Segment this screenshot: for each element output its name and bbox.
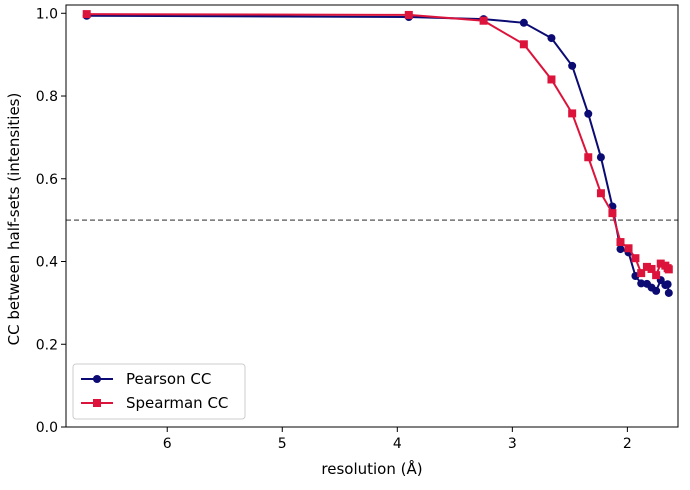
data-point bbox=[519, 40, 528, 49]
legend-item: Pearson CC bbox=[81, 370, 211, 388]
data-point bbox=[624, 244, 633, 253]
data-point bbox=[631, 254, 640, 263]
data-point bbox=[652, 286, 661, 295]
axes-layer: 6 5 4 3 2 0.0 0.2 0.4 0.6 0.8 1.0 bbox=[36, 4, 679, 452]
legend-label: Spearman CC bbox=[126, 394, 228, 412]
data-point bbox=[663, 280, 672, 289]
y-tick-label: 0.2 bbox=[36, 337, 58, 353]
legend: Pearson CC Spearman CC bbox=[72, 363, 246, 420]
series-spearman bbox=[82, 10, 673, 280]
legend-box bbox=[72, 363, 246, 420]
data-point bbox=[664, 288, 673, 297]
data-point bbox=[616, 245, 625, 254]
data-point bbox=[608, 209, 617, 218]
x-tick-label: 6 bbox=[163, 436, 172, 452]
x-tick-label: 4 bbox=[393, 436, 402, 452]
y-tick-label: 0.6 bbox=[36, 172, 58, 188]
legend-label: Pearson CC bbox=[126, 370, 211, 388]
data-point bbox=[584, 109, 593, 118]
data-point bbox=[642, 262, 651, 271]
data-point bbox=[596, 153, 605, 162]
y-tick-label: 0.8 bbox=[36, 89, 58, 105]
data-point bbox=[616, 238, 625, 247]
data-point bbox=[652, 271, 661, 280]
legend-marker bbox=[93, 399, 101, 407]
data-point bbox=[637, 279, 646, 288]
data-point bbox=[664, 265, 673, 274]
data-point bbox=[596, 189, 605, 198]
x-tick-label: 3 bbox=[508, 436, 517, 452]
x-tick-label: 2 bbox=[623, 436, 632, 452]
data-point bbox=[656, 259, 665, 268]
series-layer bbox=[82, 10, 673, 297]
data-point bbox=[568, 61, 577, 70]
data-point bbox=[647, 264, 656, 273]
data-point bbox=[479, 16, 488, 25]
data-point bbox=[637, 269, 646, 278]
y-tick-label: 0.4 bbox=[36, 255, 58, 271]
data-point bbox=[547, 75, 556, 84]
y-tick-label: 1.0 bbox=[36, 6, 58, 22]
legend-item: Spearman CC bbox=[81, 394, 228, 412]
axes-frame bbox=[65, 4, 679, 428]
legend-marker bbox=[93, 375, 101, 383]
data-point bbox=[519, 18, 528, 27]
data-point bbox=[568, 109, 577, 118]
y-tick-label: 0.0 bbox=[36, 420, 58, 436]
y-axis-label: CC between half-sets (intensities) bbox=[5, 93, 23, 346]
data-point bbox=[547, 34, 556, 43]
x-axis-label: resolution (Å) bbox=[321, 459, 422, 478]
data-point bbox=[584, 153, 593, 162]
x-tick-label: 5 bbox=[278, 436, 287, 452]
data-point bbox=[404, 10, 413, 19]
data-point bbox=[82, 10, 91, 19]
